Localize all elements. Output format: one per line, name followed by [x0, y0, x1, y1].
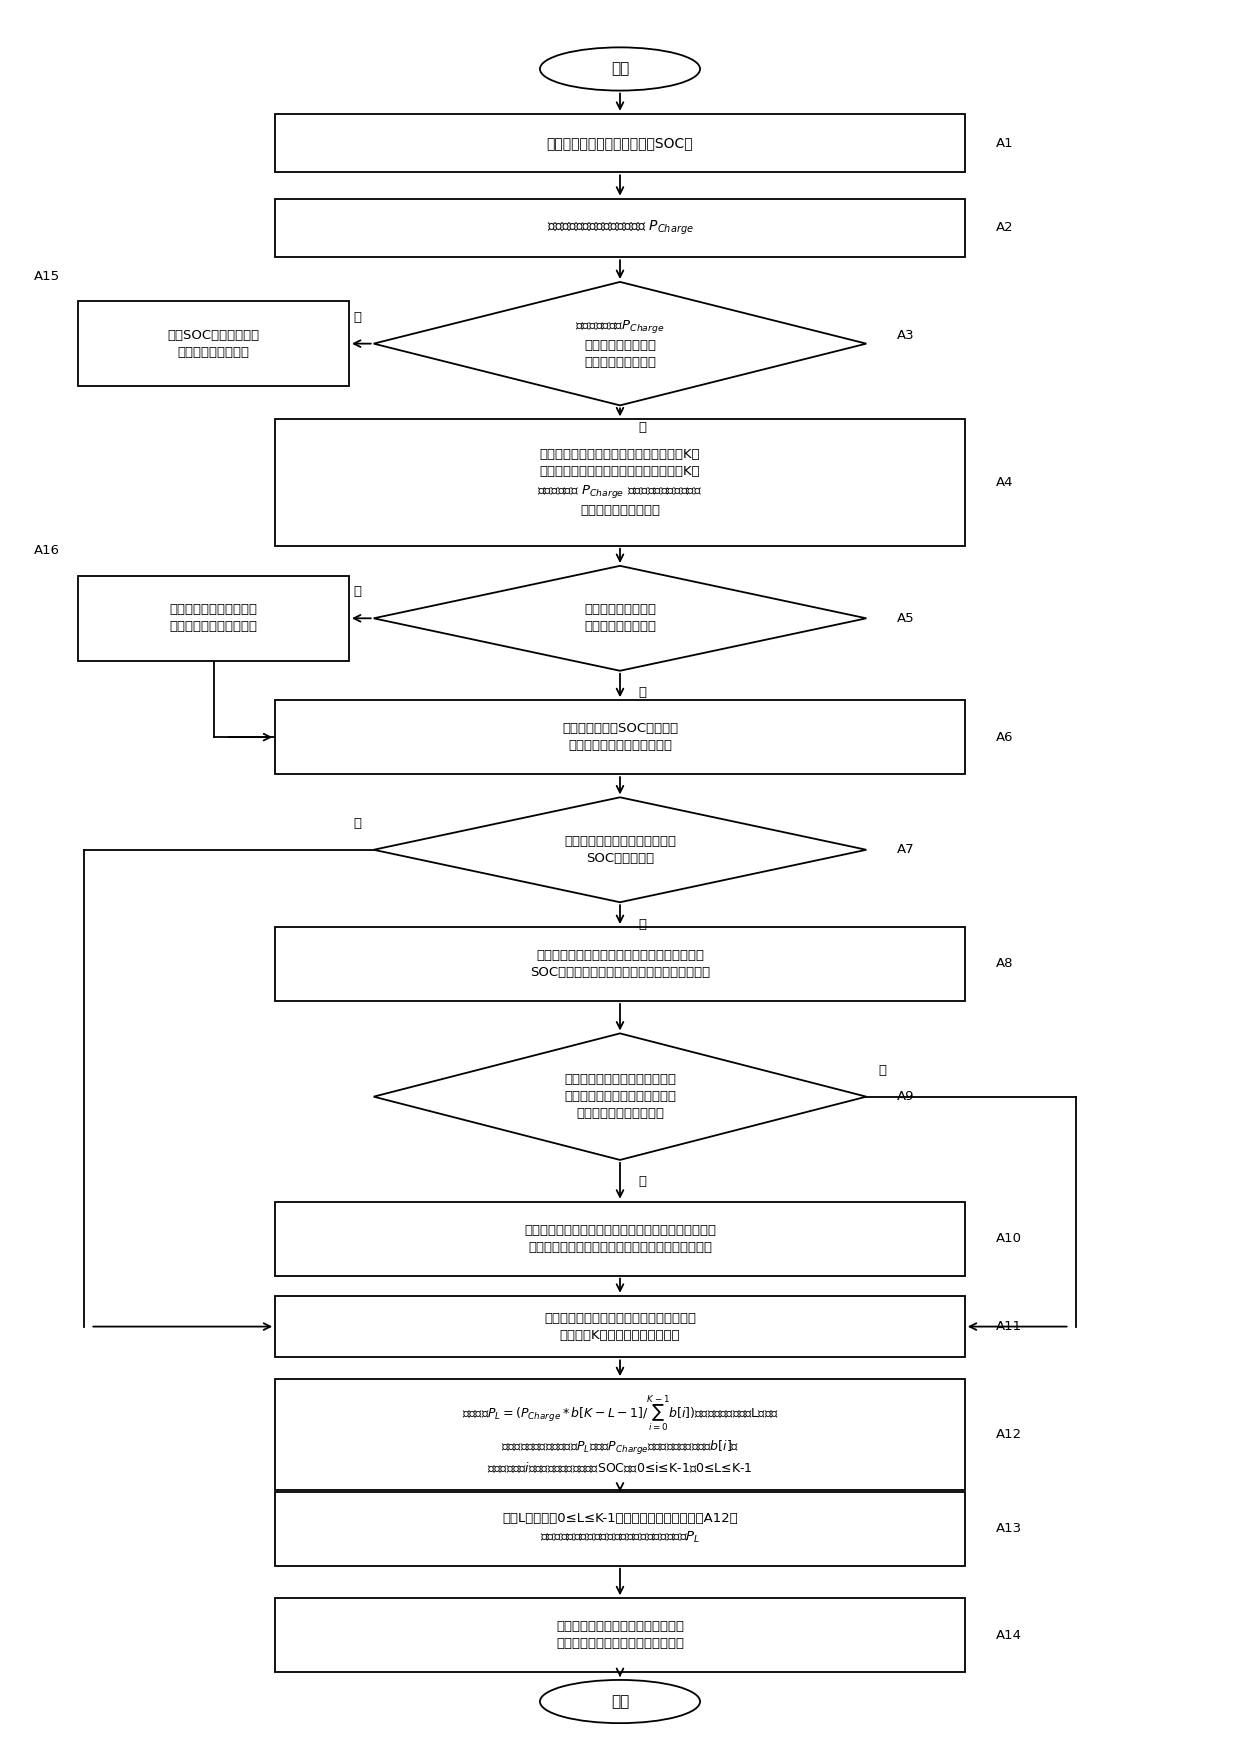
Text: 按照全钒液流电池了单元发生的故障次数由少至多对运
行时间相等的相邻全钒液流电池子单元进行升序排列: 按照全钒液流电池了单元发生的故障次数由少至多对运 行时间相等的相邻全钒液流电池子…: [525, 1223, 715, 1254]
Bar: [275, 701, 965, 774]
Text: 开始: 开始: [611, 61, 629, 77]
Text: 结束: 结束: [611, 1694, 629, 1708]
Text: 按照全钒液流电池子单元的运行时间由短至长对
SOC值相等的全钒液流电池子单元进行升序排列: 按照全钒液流电池子单元的运行时间由短至长对 SOC值相等的全钒液流电池子单元进行…: [529, 950, 711, 979]
Ellipse shape: [539, 47, 701, 91]
Text: 按照L分别取倃0≤L≤K-1中的任一整数，利用步骤A12计
算出每一被调用的全钒液流电池子单元的分配功率$P_L$: 按照L分别取倃0≤L≤K-1中的任一整数，利用步骤A12计 算出每一被调用的全钒…: [502, 1512, 738, 1545]
Text: A4: A4: [996, 477, 1013, 489]
Text: A8: A8: [996, 957, 1013, 971]
Text: 利用起泡法按照SOC值对全钒
液流电池子单元进行升序排列: 利用起泡法按照SOC值对全钒 液流电池子单元进行升序排列: [562, 722, 678, 752]
Bar: [275, 1202, 965, 1275]
Bar: [275, 1379, 965, 1491]
Text: A3: A3: [897, 329, 915, 342]
Text: 否: 否: [639, 687, 646, 699]
Bar: [275, 1491, 965, 1566]
Text: A15: A15: [33, 270, 60, 282]
Text: A14: A14: [996, 1629, 1022, 1642]
Text: A13: A13: [996, 1522, 1022, 1535]
Bar: [275, 114, 965, 172]
Text: 否: 否: [879, 1063, 887, 1076]
Text: 检测多个全钒液流电池子单元SOC值: 检测多个全钒液流电池子单元SOC值: [547, 137, 693, 151]
Text: A2: A2: [996, 221, 1013, 235]
Text: 否: 否: [353, 816, 361, 830]
Bar: [275, 1598, 965, 1671]
Text: 是: 是: [353, 585, 361, 597]
Text: 根据全钒液流电池子单元的排列结果调用顺
序在前的K个全钒液流电池子单元: 根据全钒液流电池子单元的排列结果调用顺 序在前的K个全钒液流电池子单元: [544, 1312, 696, 1342]
Text: 判断任意全钒液流电池子单元的
SOC值是否相等: 判断任意全钒液流电池子单元的 SOC值是否相等: [564, 834, 676, 865]
Text: 根据计算出的每一被调用的全钒液流
电池子单元的分配功率对其进行充电: 根据计算出的每一被调用的全钒液流 电池子单元的分配功率对其进行充电: [556, 1621, 684, 1650]
Polygon shape: [373, 1034, 867, 1160]
Bar: [78, 576, 348, 661]
Text: 判断全钒液流电池子单元的排列
结果中任意相邻全钒液流电池子
单元的运行时间是否相等: 判断全钒液流电池子单元的排列 结果中任意相邻全钒液流电池子 单元的运行时间是否相…: [564, 1074, 676, 1120]
Text: 发送充电指令并下发充电功率值 $P_{Charge}$: 发送充电指令并下发充电功率值 $P_{Charge}$: [547, 219, 693, 237]
Text: A7: A7: [897, 843, 915, 857]
Text: A12: A12: [996, 1428, 1022, 1442]
Polygon shape: [373, 282, 867, 405]
Text: A6: A6: [996, 731, 1013, 743]
Text: A1: A1: [996, 137, 1013, 149]
Text: 确定参与充电的全钒液流电池子单元个数K，
所述参与充电的全钒液流电池子单元个数K等
于充电功率值 $P_{Charge}$ 除以全钒液流电池子单元
额定功率的商: 确定参与充电的全钒液流电池子单元个数K， 所述参与充电的全钒液流电池子单元个数K…: [537, 449, 703, 517]
Text: A5: A5: [897, 611, 915, 625]
Text: 是: 是: [639, 420, 646, 434]
Text: A10: A10: [996, 1232, 1022, 1246]
Text: A11: A11: [996, 1319, 1022, 1333]
Text: 判断充电功率值$P_{Charge}$
是否大于全钒液流电
池子单元的额定功率: 判断充电功率值$P_{Charge}$ 是否大于全钒液流电 池子单元的额定功率: [575, 319, 665, 370]
Bar: [78, 301, 348, 385]
Ellipse shape: [539, 1680, 701, 1724]
Text: 判断任一全钒液流电
池子单元是否有故障: 判断任一全钒液流电 池子单元是否有故障: [584, 603, 656, 632]
Text: 根据公式$P_L=(P_{Charge}*b[K-L-1]/\sum_{i=0}^{K-1}b[i])$计算出参与充电的第L个全钒
液流电池子单元的分配功率$P: 根据公式$P_L=(P_{Charge}*b[K-L-1]/\sum_{i=0}…: [461, 1393, 779, 1475]
Text: 是: 是: [639, 1176, 646, 1188]
Bar: [275, 198, 965, 258]
Text: A9: A9: [897, 1090, 915, 1104]
Bar: [275, 927, 965, 1000]
Text: 是: 是: [639, 918, 646, 930]
Bar: [275, 419, 965, 547]
Text: A16: A16: [33, 545, 60, 557]
Polygon shape: [373, 797, 867, 902]
Text: 控制任一有故障的全钒液
流电池子单元不参与排序: 控制任一有故障的全钒液 流电池子单元不参与排序: [170, 603, 258, 632]
Bar: [275, 1296, 965, 1358]
Polygon shape: [373, 566, 867, 671]
Text: 启动SOC值最小的全钒
液流电池子单元充电: 启动SOC值最小的全钒 液流电池子单元充电: [167, 329, 259, 359]
Text: 否: 否: [353, 310, 361, 324]
